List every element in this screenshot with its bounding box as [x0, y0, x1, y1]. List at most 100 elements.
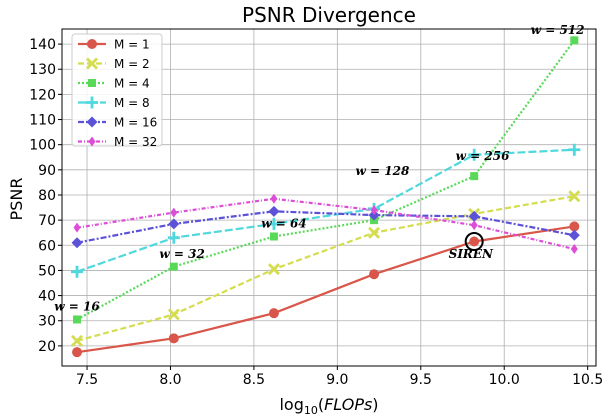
y-tick-label: 110 — [29, 113, 56, 129]
data-point — [73, 222, 81, 233]
series-line — [76, 195, 575, 342]
series-2 — [71, 190, 581, 347]
legend-label: M = 1 — [114, 38, 150, 52]
data-point — [269, 232, 278, 241]
y-tick-label: 40 — [38, 289, 56, 305]
data-point — [71, 334, 84, 347]
series-line — [76, 210, 575, 244]
data-point — [170, 207, 178, 218]
series-5 — [71, 205, 580, 249]
data-point — [71, 237, 83, 249]
data-point — [468, 210, 480, 222]
legend-entry: M = 4 — [78, 77, 150, 91]
x-tick-label: 8.5 — [243, 372, 265, 388]
data-point — [267, 217, 280, 230]
series-layer — [71, 36, 581, 358]
legend-entry: M = 8 — [78, 96, 150, 110]
x-tick-label: 10.0 — [489, 372, 520, 388]
x-tick-label: 7.5 — [76, 372, 98, 388]
legend-marker — [86, 116, 98, 128]
y-tick-label: 130 — [29, 62, 56, 78]
x-axis-label: log10(FLOPs) — [279, 395, 378, 417]
y-tick-label: 50 — [38, 263, 56, 279]
annotation-label: w = 512 — [531, 23, 585, 37]
x-axis-label-prefix: log — [279, 395, 303, 414]
data-point — [368, 209, 380, 221]
data-point — [469, 236, 480, 247]
legend-label: M = 16 — [114, 116, 157, 130]
series-6 — [73, 193, 578, 255]
x-tick-label: 8.0 — [159, 372, 181, 388]
series-line — [76, 225, 575, 354]
series-line — [76, 148, 575, 273]
y-tick-label: 100 — [29, 138, 56, 154]
plot-frame — [61, 28, 597, 367]
y-axis-label: PSNR — [7, 178, 26, 221]
data-point — [268, 205, 280, 217]
legend-entry: M = 1 — [78, 38, 150, 52]
legend-marker — [88, 136, 96, 147]
chart-title: PSNR Divergence — [242, 3, 416, 27]
data-point — [73, 315, 82, 324]
annotation-label: w = 256 — [456, 149, 510, 163]
series-4 — [71, 143, 581, 278]
data-point — [270, 193, 278, 204]
legend-marker — [87, 39, 97, 49]
series-1 — [72, 221, 580, 358]
legend-marker — [88, 79, 96, 87]
data-point — [568, 190, 581, 203]
annotation-layer: w = 16 w = 32 w = 64 w = 128 w = 256 w = 512 S… — [54, 23, 584, 314]
annotation-label: w = 128 — [356, 164, 410, 178]
tick-labels: 7.5 8.0 8.5 9.0 9.5 10.0 10.5 20 30 40 50 60 70 80 90 1… — [29, 37, 602, 388]
legend-marker — [86, 96, 98, 109]
legend-entry: M = 16 — [78, 116, 157, 130]
data-point — [468, 148, 481, 161]
data-point — [570, 244, 578, 255]
annotation-label: w = 16 — [54, 300, 100, 314]
series-line — [76, 197, 575, 251]
legend-entry: M = 2 — [78, 57, 150, 71]
legend-label: M = 2 — [114, 57, 150, 71]
data-point — [369, 269, 380, 280]
annotation-label: w = 32 — [159, 247, 204, 261]
data-point — [168, 333, 179, 344]
y-tick-label: 90 — [38, 163, 56, 179]
y-tick-label: 60 — [38, 238, 56, 254]
legend: M = 1 M = 2 M = 4 M = 8 M = 16 M = 32 — [71, 33, 163, 149]
data-point — [167, 231, 180, 244]
data-point — [169, 262, 178, 271]
y-tick-label: 20 — [38, 339, 56, 355]
x-tick-label: 9.5 — [410, 372, 432, 388]
data-point — [368, 226, 381, 239]
data-point — [470, 220, 478, 231]
data-point — [569, 221, 580, 232]
y-tick-label: 70 — [38, 213, 56, 229]
siren-highlight-ring — [464, 232, 484, 252]
data-point — [168, 218, 180, 230]
data-point — [568, 229, 580, 241]
data-point — [167, 308, 180, 321]
x-axis-label-subscript: 10 — [304, 404, 318, 417]
legend-label: M = 32 — [114, 135, 157, 149]
data-point — [71, 265, 84, 278]
legend-label: M = 8 — [114, 96, 150, 110]
legend-entry: M = 32 — [78, 135, 157, 149]
data-point — [568, 143, 581, 156]
data-point — [72, 347, 83, 358]
legend-label: M = 4 — [114, 77, 150, 91]
data-point — [267, 263, 280, 276]
highlight-layer — [464, 232, 484, 252]
data-point — [570, 36, 579, 45]
x-tick-label: 9.0 — [326, 372, 348, 388]
data-point — [370, 205, 378, 216]
annotation-label: w = 64 — [261, 217, 306, 231]
x-tick-label: 10.5 — [572, 372, 602, 388]
y-tick-label: 120 — [29, 87, 56, 103]
y-tick-label: 80 — [38, 188, 56, 204]
x-axis-label-arg: FLOPs — [324, 395, 372, 414]
legend-marker — [86, 57, 98, 70]
data-point — [470, 172, 479, 181]
y-tick-label: 140 — [29, 37, 56, 53]
y-tick-label: 30 — [38, 314, 56, 330]
